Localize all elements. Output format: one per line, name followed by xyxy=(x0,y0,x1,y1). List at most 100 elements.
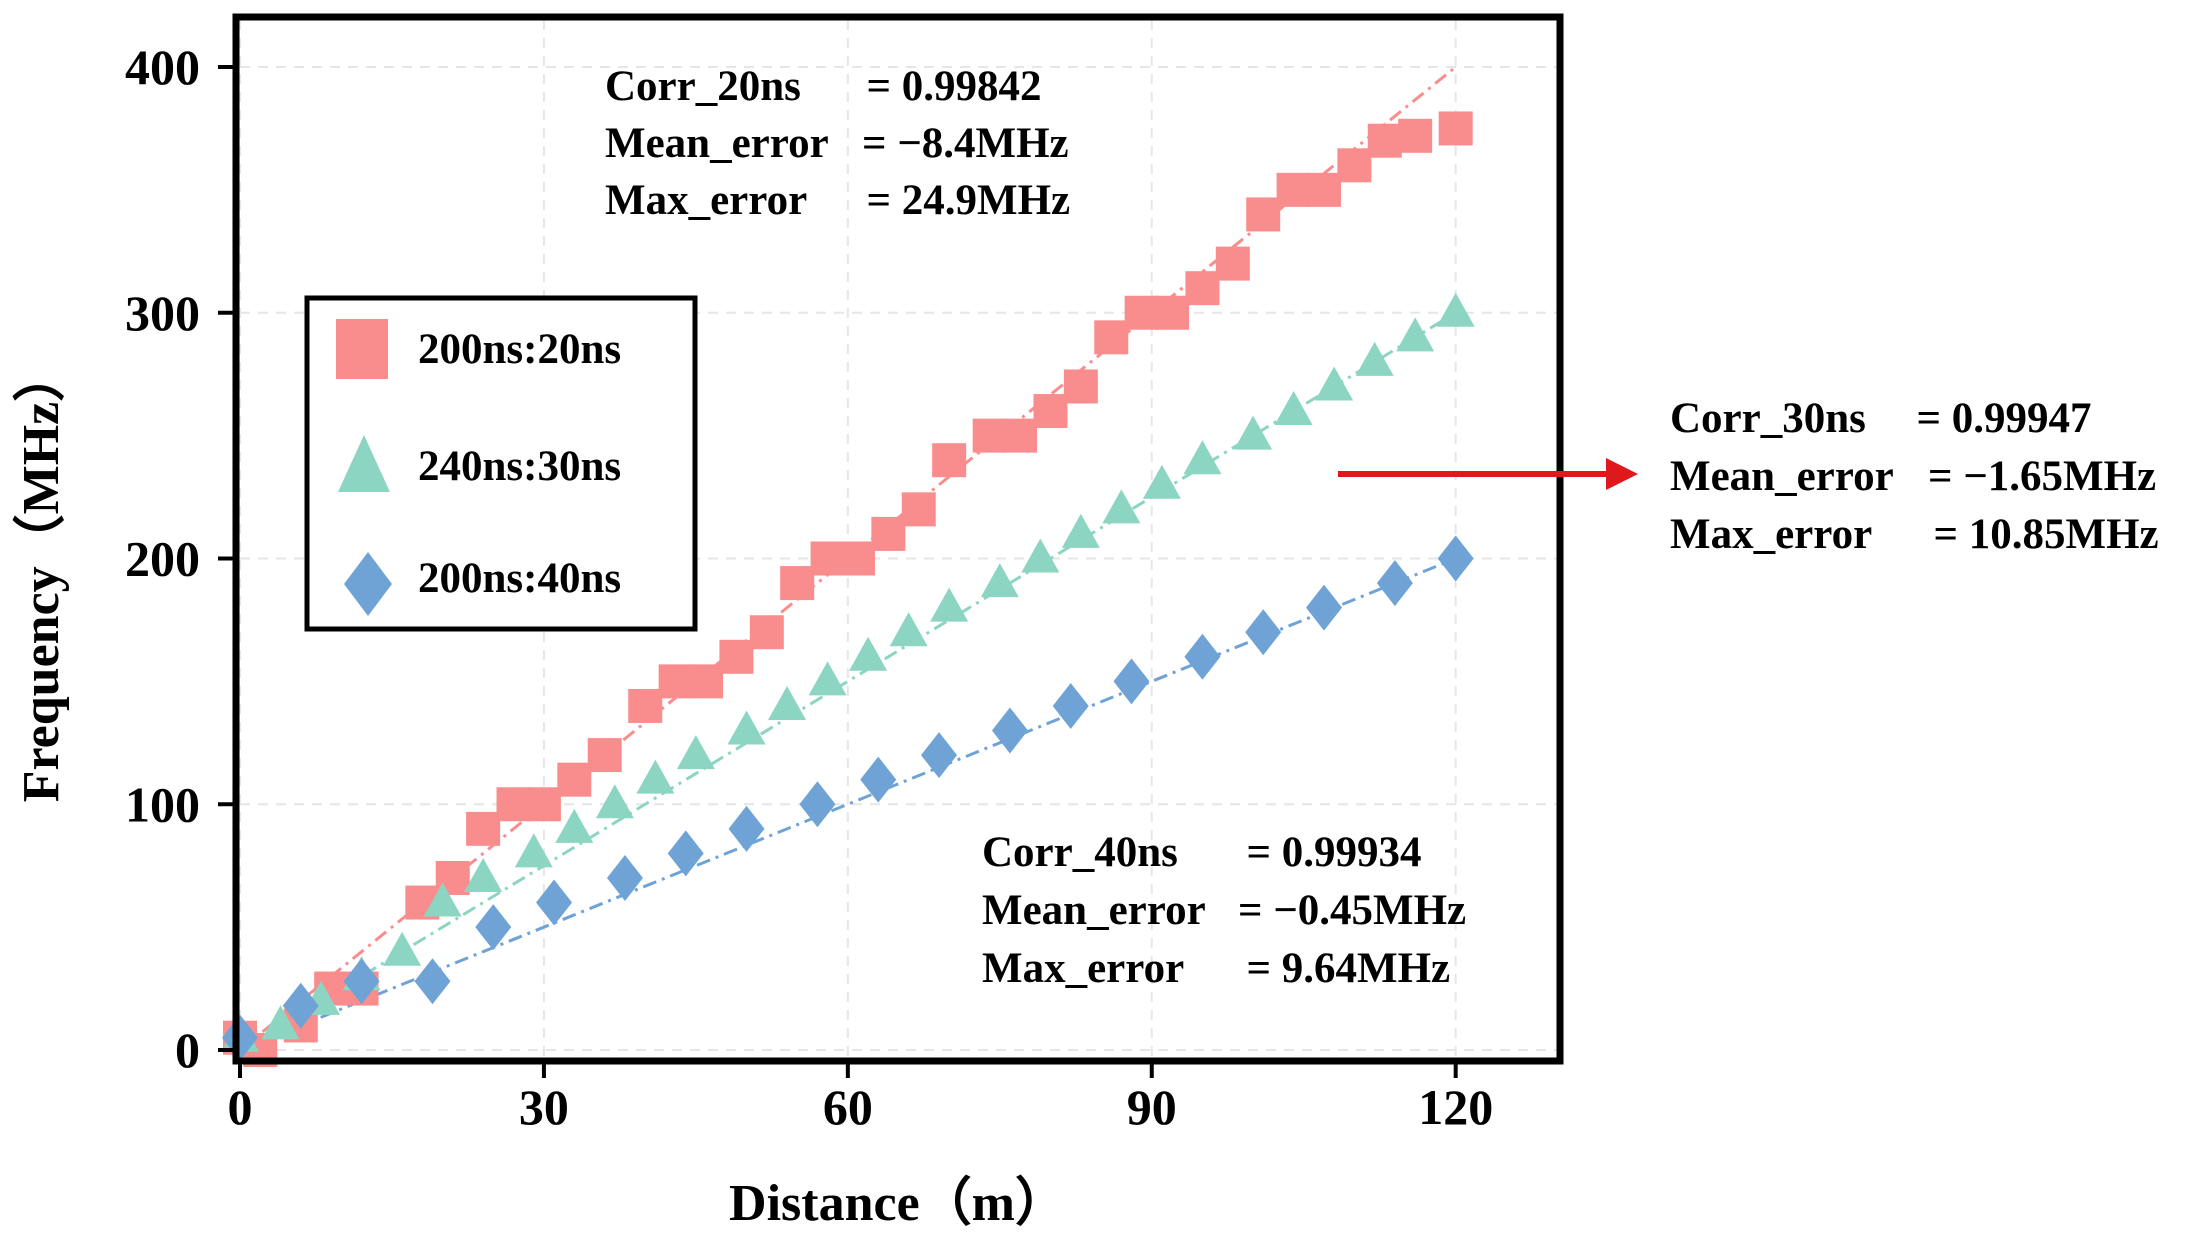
data-point-triangle xyxy=(1274,391,1313,426)
data-point-square xyxy=(466,811,501,846)
data-point-square xyxy=(628,688,663,723)
data-point-triangle xyxy=(849,636,888,671)
data-point-triangle xyxy=(514,833,553,868)
data-point-triangle xyxy=(1183,440,1222,475)
stat-value: = 9.64MHz xyxy=(1225,945,1450,992)
data-point-triangle xyxy=(1436,292,1475,327)
data-point-square xyxy=(557,762,592,797)
data-point-diamond xyxy=(1245,609,1282,656)
x-tick-label: 90 xyxy=(1127,1079,1177,1135)
x-tick-label: 60 xyxy=(823,1079,873,1135)
data-point-diamond xyxy=(606,854,643,901)
data-point-square xyxy=(1033,394,1068,429)
data-point-triangle xyxy=(1021,538,1060,573)
data-point-square xyxy=(840,541,875,576)
y-axis-label: Frequency（MHz） xyxy=(12,350,70,803)
data-point-diamond xyxy=(728,805,765,852)
legend-diamond-marker xyxy=(344,552,392,616)
data-point-diamond xyxy=(799,781,836,828)
data-point-square xyxy=(932,443,967,478)
stat-value: = −8.4MHz xyxy=(862,120,1069,167)
legend-label: 240ns:30ns xyxy=(418,443,621,490)
legend-square-marker xyxy=(336,319,388,379)
data-point-square xyxy=(780,566,815,601)
axis-ticks: 0 30 60 90 120 0 100 200 300 400 xyxy=(125,39,1493,1135)
stat-key: Corr_40ns xyxy=(982,829,1178,876)
data-point-square xyxy=(587,738,622,773)
data-point-diamond xyxy=(536,879,573,926)
data-point-square xyxy=(1306,172,1341,207)
data-point-triangle xyxy=(1315,366,1354,401)
data-point-triangle xyxy=(1142,464,1181,499)
stat-value: = 24.9MHz xyxy=(845,177,1070,224)
legend-triangle-marker xyxy=(338,435,390,492)
data-point-triangle xyxy=(768,685,807,720)
data-point-triangle xyxy=(1355,341,1394,376)
stat-key: Max_error xyxy=(982,945,1184,992)
data-point-triangle xyxy=(595,784,634,819)
data-point-square xyxy=(1246,197,1281,232)
data-point-triangle xyxy=(464,857,503,892)
x-tick-label: 30 xyxy=(519,1079,569,1135)
data-point-square xyxy=(1063,369,1098,404)
data-point-square xyxy=(1398,118,1433,153)
data-point-square xyxy=(1185,271,1220,306)
red-arrow xyxy=(1338,458,1638,490)
data-point-diamond xyxy=(1113,658,1150,705)
x-axis-label: Distance（m） xyxy=(729,1174,1067,1232)
data-point-triangle xyxy=(727,710,766,745)
data-point-triangle xyxy=(555,808,594,843)
data-point-square xyxy=(1094,320,1129,355)
data-point-square xyxy=(1155,295,1190,330)
stat-value: = 0.99947 xyxy=(1895,395,2092,442)
data-point-triangle xyxy=(423,882,462,917)
data-point-square xyxy=(1438,111,1473,146)
x-tick-label: 0 xyxy=(228,1079,253,1135)
data-point-square xyxy=(972,418,1007,453)
data-point-diamond xyxy=(343,958,380,1005)
data-point-square xyxy=(901,492,936,527)
data-point-square xyxy=(1003,418,1038,453)
stat-key: Corr_20ns xyxy=(605,63,801,110)
data-point-triangle xyxy=(1102,489,1141,524)
plot-frame xyxy=(232,13,1564,1065)
y-tick-label: 200 xyxy=(125,531,200,587)
y-tick-label: 300 xyxy=(125,285,200,341)
data-point-triangle xyxy=(676,735,715,770)
data-point-triangle xyxy=(980,563,1019,598)
arrow-head xyxy=(1606,458,1638,490)
data-point-triangle xyxy=(808,661,847,696)
data-point-triangle xyxy=(636,759,675,794)
data-point-diamond xyxy=(921,732,958,779)
data-point-square xyxy=(1215,246,1250,281)
legend: 200ns:20ns 240ns:30ns 200ns:40ns xyxy=(304,295,698,632)
stats-30ns: Corr_30ns = 0.99947 Mean_error = −1.65MH… xyxy=(1670,395,2159,558)
data-point-triangle xyxy=(1061,513,1100,548)
data-point-square xyxy=(871,516,906,551)
stat-key: Corr_30ns xyxy=(1670,395,1866,442)
stat-value: = 10.85MHz xyxy=(1912,511,2159,558)
stat-key: Mean_error xyxy=(982,887,1206,934)
data-point-square xyxy=(1276,172,1311,207)
data-point-triangle xyxy=(1396,317,1435,352)
data-point-diamond xyxy=(991,707,1028,754)
data-point-square xyxy=(526,787,561,822)
y-tick-label: 100 xyxy=(125,776,200,832)
data-point-diamond xyxy=(1305,584,1342,631)
data-point-square xyxy=(810,541,845,576)
data-point-square xyxy=(749,615,784,650)
data-point-triangle xyxy=(383,931,422,966)
data-point-square xyxy=(1367,123,1402,158)
data-point-diamond xyxy=(1052,682,1089,729)
stat-value: = −1.65MHz xyxy=(1928,453,2156,500)
data-point-triangle xyxy=(930,587,969,622)
legend-label: 200ns:20ns xyxy=(418,326,621,373)
stat-value: = −0.45MHz xyxy=(1238,887,1466,934)
fit-line xyxy=(239,311,1457,1052)
stat-key: Mean_error xyxy=(1670,453,1894,500)
data-point-diamond xyxy=(1376,560,1413,607)
data-point-diamond xyxy=(1437,535,1474,582)
data-point-diamond xyxy=(1184,633,1221,680)
data-point-square xyxy=(719,639,754,674)
